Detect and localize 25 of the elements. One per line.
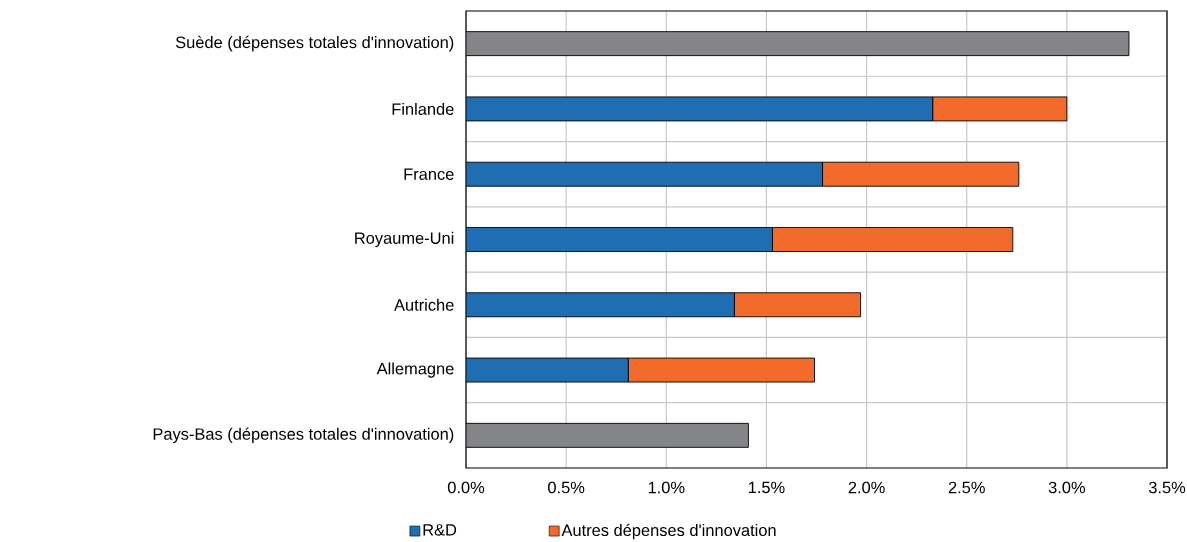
x-tick-label: 0.0%: [447, 481, 485, 494]
x-tick-label: 1.0%: [648, 481, 685, 494]
y-tick-label: Royaume-Uni: [355, 231, 454, 248]
bar: [466, 161, 823, 187]
legend-label: R&D: [423, 524, 457, 536]
bar: [733, 292, 862, 318]
bar: [466, 422, 749, 448]
legend-label: Autres dépenses d'innovation: [561, 523, 776, 540]
x-tick-label: 1.5%: [748, 481, 785, 494]
bar: [466, 227, 773, 252]
x-tick-label: 0.5%: [548, 481, 585, 494]
y-tick-label: Pays-Bas (dépenses totales d'innovation): [153, 427, 454, 444]
x-tick-label: 2.0%: [848, 481, 885, 494]
y-tick-label: Autriche: [394, 298, 454, 311]
bar: [466, 31, 1130, 57]
y-tick-label: Finlande: [392, 102, 454, 115]
x-tick-label: 2.5%: [948, 481, 985, 494]
x-tick-label: 3.5%: [1148, 481, 1186, 494]
bar: [466, 357, 629, 383]
y-tick-label: France: [404, 168, 454, 180]
x-tick-label: 3.0%: [1048, 481, 1086, 494]
bar: [466, 96, 934, 122]
y-tick-label: Allemagne: [376, 362, 454, 378]
bar: [466, 292, 735, 318]
y-tick-label: Suède (dépenses totales d'innovation): [175, 35, 454, 52]
